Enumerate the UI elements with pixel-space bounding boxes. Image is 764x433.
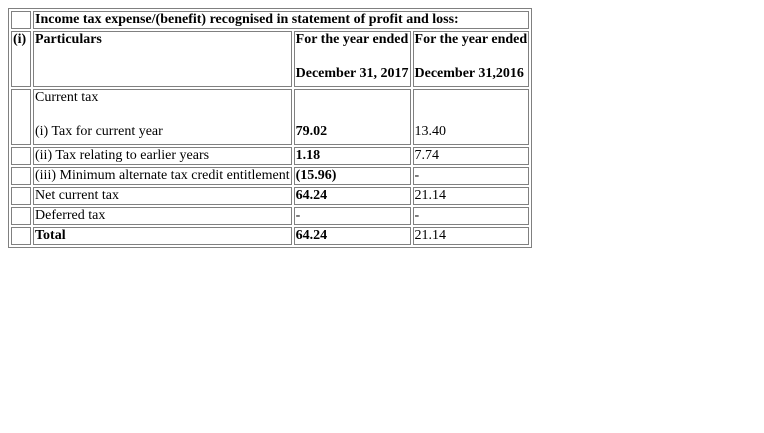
income-tax-table: Income tax expense/(benefit) recognised …	[8, 8, 533, 248]
section-number: (i)	[11, 31, 31, 87]
row-label: Total	[33, 227, 292, 245]
row-label: Deferred tax	[33, 207, 292, 225]
row-label: (ii) Tax relating to earlier years	[33, 147, 292, 165]
table-row: (iii) Minimum alternate tax credit entit…	[11, 167, 530, 185]
row-label: Current tax (i) Tax for current year	[33, 89, 292, 145]
value-2016: -	[412, 167, 530, 185]
header-row: (i) Particulars For the year ended Decem…	[11, 31, 530, 87]
value-2016: -	[412, 207, 530, 225]
row-label: Net current tax	[33, 187, 292, 205]
table-caption: Income tax expense/(benefit) recognised …	[33, 11, 530, 29]
header-2016-line2: December 31,2016	[414, 66, 524, 81]
table-row: (ii) Tax relating to earlier years 1.18 …	[11, 147, 530, 165]
blank-cell	[11, 147, 31, 165]
blank-cell	[11, 227, 31, 245]
row-label: (iii) Minimum alternate tax credit entit…	[33, 167, 292, 185]
value-2017: -	[293, 207, 411, 225]
value-2017: 64.24	[293, 187, 411, 205]
current-tax-label: Current tax	[35, 90, 99, 105]
value-2016: 13.40	[412, 89, 530, 145]
value-2017: 79.02	[293, 89, 411, 145]
header-2016: For the year ended December 31,2016	[412, 31, 530, 87]
value-2016: 7.74	[412, 147, 530, 165]
header-2016-line1: For the year ended	[414, 32, 528, 47]
blank-cell	[11, 207, 31, 225]
blank-cell	[11, 187, 31, 205]
value-2016-text: 13.40	[414, 124, 447, 139]
table-row: Deferred tax - -	[11, 207, 530, 225]
value-2017: 64.24	[293, 227, 411, 245]
particulars-header: Particulars	[33, 31, 292, 87]
table-row: Net current tax 64.24 21.14	[11, 187, 530, 205]
header-2017-line2: December 31, 2017	[295, 66, 409, 81]
header-2017: For the year ended December 31, 2017	[293, 31, 411, 87]
row-label-text: (i) Tax for current year	[35, 124, 163, 139]
value-2016: 21.14	[412, 227, 530, 245]
header-2017-line1: For the year ended	[295, 32, 409, 47]
value-2017-text: 79.02	[295, 124, 328, 139]
blank-cell	[11, 11, 31, 29]
total-row: Total 64.24 21.14	[11, 227, 530, 245]
blank-cell	[11, 89, 31, 145]
blank-cell	[11, 167, 31, 185]
caption-row: Income tax expense/(benefit) recognised …	[11, 11, 530, 29]
value-2017: (15.96)	[293, 167, 411, 185]
table-row: Current tax (i) Tax for current year 79.…	[11, 89, 530, 145]
value-2016: 21.14	[412, 187, 530, 205]
value-2017: 1.18	[293, 147, 411, 165]
